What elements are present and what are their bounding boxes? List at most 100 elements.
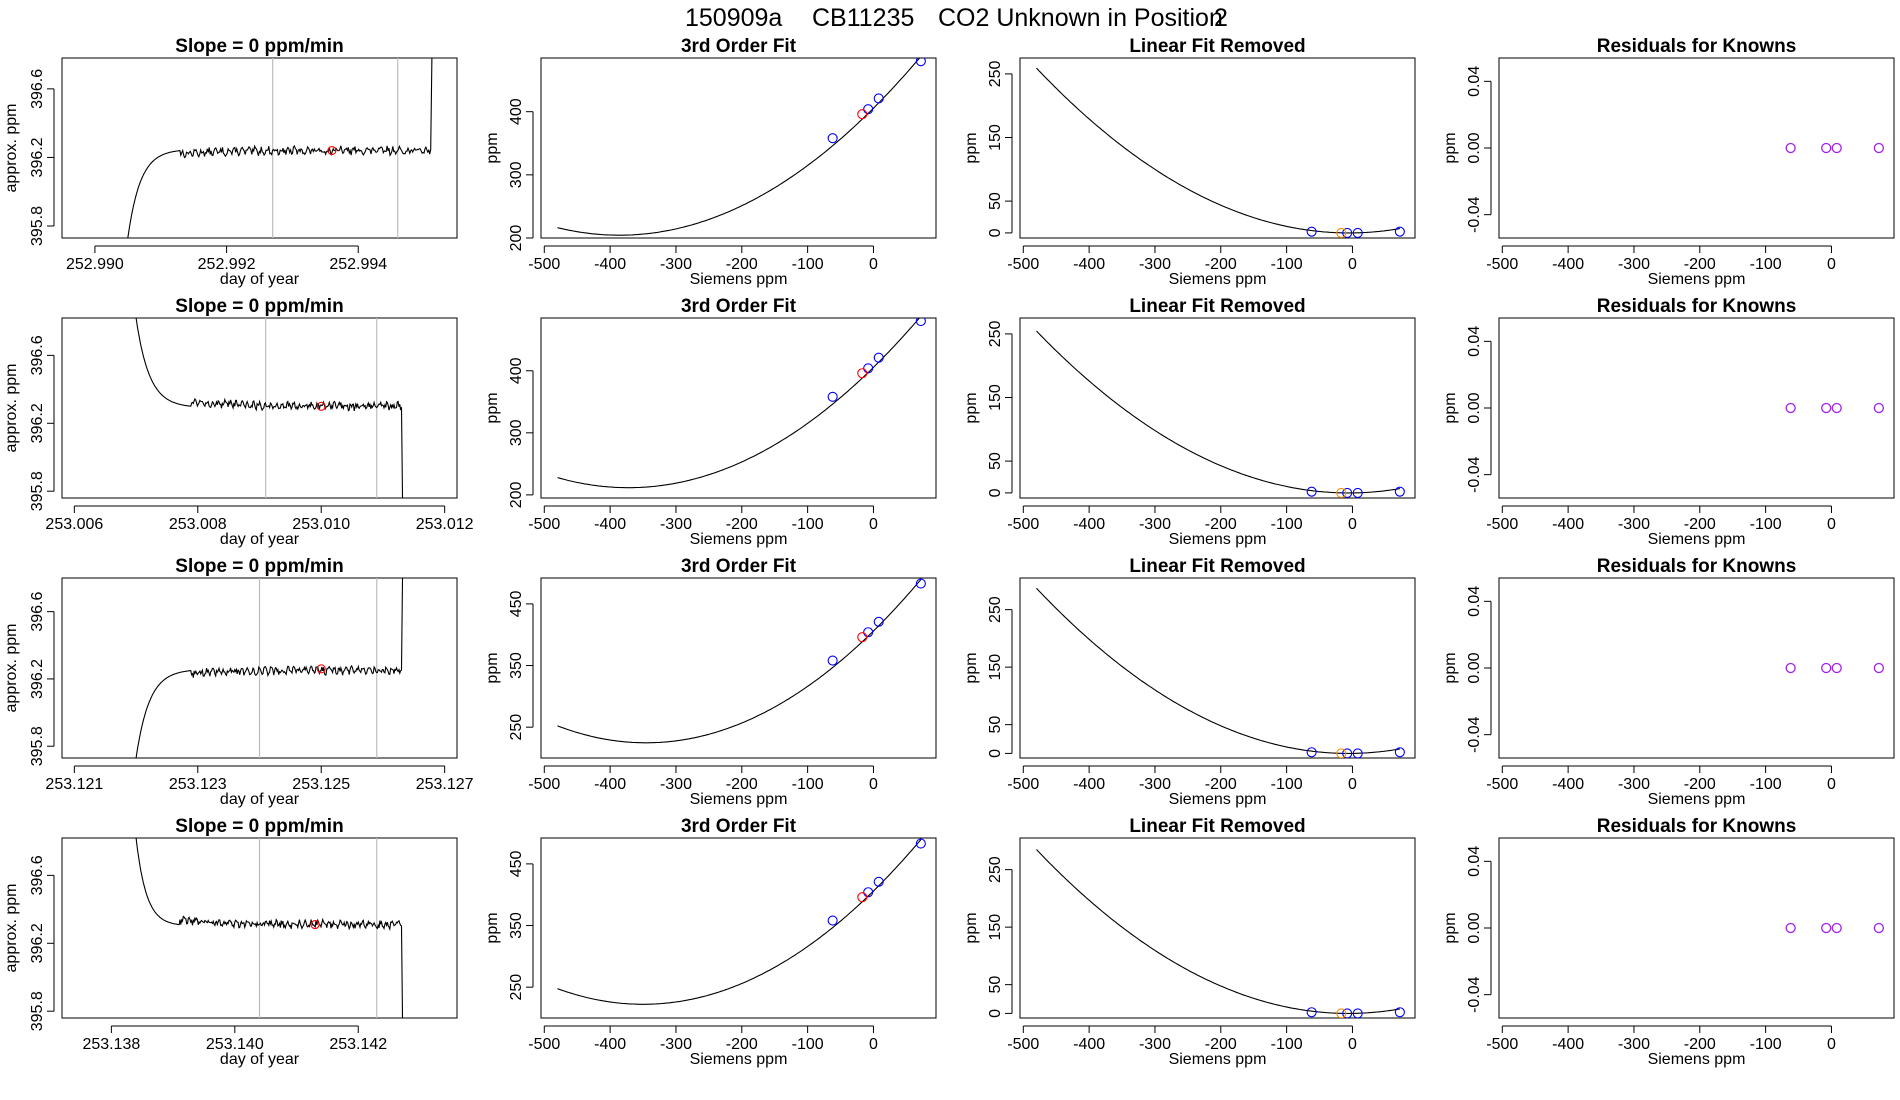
x-tick-label: -100 xyxy=(1271,516,1303,533)
y-tick-label: 250 xyxy=(508,974,525,1001)
y-tick-label: 0.00 xyxy=(1466,132,1483,163)
y-tick-label: 396.6 xyxy=(29,335,46,375)
y-tick-label: 200 xyxy=(508,225,525,252)
x-tick-label: -300 xyxy=(1618,1036,1650,1053)
x-tick-label: -400 xyxy=(1073,776,1105,793)
x-tick-label: -400 xyxy=(594,516,626,533)
y-tick-label: 396.6 xyxy=(29,855,46,895)
y-axis-label: ppm xyxy=(1442,132,1459,163)
y-tick-label: 395.8 xyxy=(29,471,46,511)
panel-title: Linear Fit Removed xyxy=(1129,556,1305,577)
known-standard-point xyxy=(1394,1007,1405,1018)
panel-title: Slope = 0 ppm/min xyxy=(175,296,343,317)
panel-title: Slope = 0 ppm/min xyxy=(175,36,343,57)
known-standard-point xyxy=(863,363,874,374)
x-tick-label: 253.012 xyxy=(416,516,474,533)
known-standard-point xyxy=(873,616,884,627)
known-standard-point xyxy=(915,838,926,849)
plot-frame xyxy=(1498,577,1895,759)
y-tick-label: 150 xyxy=(987,124,1004,151)
x-axis-label: Siemens ppm xyxy=(690,271,788,288)
plot-area xyxy=(557,838,926,1005)
x-axis-label: Siemens ppm xyxy=(1648,791,1746,808)
panel-title: Residuals for Knowns xyxy=(1597,36,1797,57)
x-axis-label: Siemens ppm xyxy=(1648,531,1746,548)
y-axis-label: ppm xyxy=(963,912,980,943)
plot-area xyxy=(1785,142,1885,154)
known-standard-point xyxy=(873,93,884,104)
known-standard-point xyxy=(1394,747,1405,758)
fit-curve xyxy=(1036,67,1400,234)
y-tick-label: 396.2 xyxy=(29,923,46,963)
y-tick-label: 0.00 xyxy=(1466,912,1483,943)
panel-grid: Slope = 0 ppm/min 252.990 252.992 252.994 da… xyxy=(3,36,1895,1068)
x-tick-label: -500 xyxy=(528,776,560,793)
x-tick-label: 253.140 xyxy=(206,1036,264,1053)
x-tick-label: -500 xyxy=(1007,256,1039,273)
y-tick-label: 250 xyxy=(987,856,1004,883)
unknown-sample-point xyxy=(857,632,868,643)
x-tick-label: -200 xyxy=(1684,256,1716,273)
known-standard-point xyxy=(827,391,838,402)
x-tick-label: -500 xyxy=(1486,776,1518,793)
unknown-average-marker xyxy=(310,920,320,930)
x-tick-label: -300 xyxy=(1139,256,1171,273)
x-tick-label: -400 xyxy=(1552,1036,1584,1053)
x-axis-label: Siemens ppm xyxy=(1648,1051,1746,1068)
x-tick-label: -500 xyxy=(1007,516,1039,533)
x-tick-label: 253.006 xyxy=(45,516,103,533)
known-standard-point xyxy=(1394,226,1405,237)
y-axis-label: approx. ppm xyxy=(3,624,20,713)
plot-area xyxy=(1036,330,1405,498)
known-standard-point xyxy=(1306,1007,1317,1018)
panel-r2c2: 3rd Order Fit -500 -400 -300 -200 -100 0 Siemen… xyxy=(484,296,937,548)
x-tick-label: -400 xyxy=(1073,516,1105,533)
x-axis-label: day of year xyxy=(220,791,300,808)
y-axis-label: ppm xyxy=(1442,392,1459,423)
x-tick-label: -400 xyxy=(594,256,626,273)
y-tick-label: 396.6 xyxy=(29,69,46,109)
y-tick-label: 200 xyxy=(508,481,525,508)
known-standard-point xyxy=(1342,1008,1353,1018)
figure-title-description: CO2 Unknown in Position xyxy=(938,4,1223,32)
unknown-average-marker xyxy=(316,664,326,674)
x-tick-label: -500 xyxy=(1007,776,1039,793)
y-tick-label: 396.2 xyxy=(29,137,46,177)
plot-frame xyxy=(540,57,937,239)
panel-title: Linear Fit Removed xyxy=(1129,296,1305,317)
known-standard-point xyxy=(1306,226,1317,237)
y-tick-label: 0.04 xyxy=(1466,846,1483,877)
known-standard-point xyxy=(1342,487,1353,498)
y-tick-label: 350 xyxy=(508,652,525,679)
panel-r3c2: 3rd Order Fit -500 -400 -300 -200 -100 0 Siemen… xyxy=(484,556,937,808)
x-tick-label: 252.992 xyxy=(198,256,256,273)
unknown-sample-point xyxy=(857,892,868,903)
residual-point xyxy=(1831,402,1842,414)
plot-frame xyxy=(1498,317,1895,499)
residual-point xyxy=(1873,402,1885,414)
x-tick-label: -100 xyxy=(792,516,824,533)
plot-area xyxy=(1785,922,1885,934)
unknown-sample-point xyxy=(857,109,868,120)
x-tick-label: -400 xyxy=(594,1036,626,1053)
x-tick-label: -200 xyxy=(726,256,758,273)
known-standard-point xyxy=(1342,227,1353,238)
plot-area xyxy=(1036,67,1405,238)
y-tick-label: 150 xyxy=(987,384,1004,411)
x-tick-label: -500 xyxy=(1486,1036,1518,1053)
panel-r1c3: Linear Fit Removed -500 -400 -300 -200 -100 0 S… xyxy=(963,36,1416,288)
plot-area xyxy=(135,838,404,1018)
time-series-line xyxy=(135,318,404,498)
known-standard-point xyxy=(1342,748,1353,758)
known-standard-point xyxy=(827,655,838,666)
unknown-sample-point xyxy=(1336,227,1347,238)
x-tick-label: 0 xyxy=(869,516,878,533)
known-standard-point xyxy=(1306,747,1317,758)
y-tick-label: 300 xyxy=(508,161,525,188)
x-tick-label: -100 xyxy=(792,256,824,273)
x-tick-label: -100 xyxy=(792,1036,824,1053)
known-standard-point xyxy=(915,578,926,589)
y-tick-label: 150 xyxy=(987,914,1004,941)
fit-curve xyxy=(557,579,922,744)
